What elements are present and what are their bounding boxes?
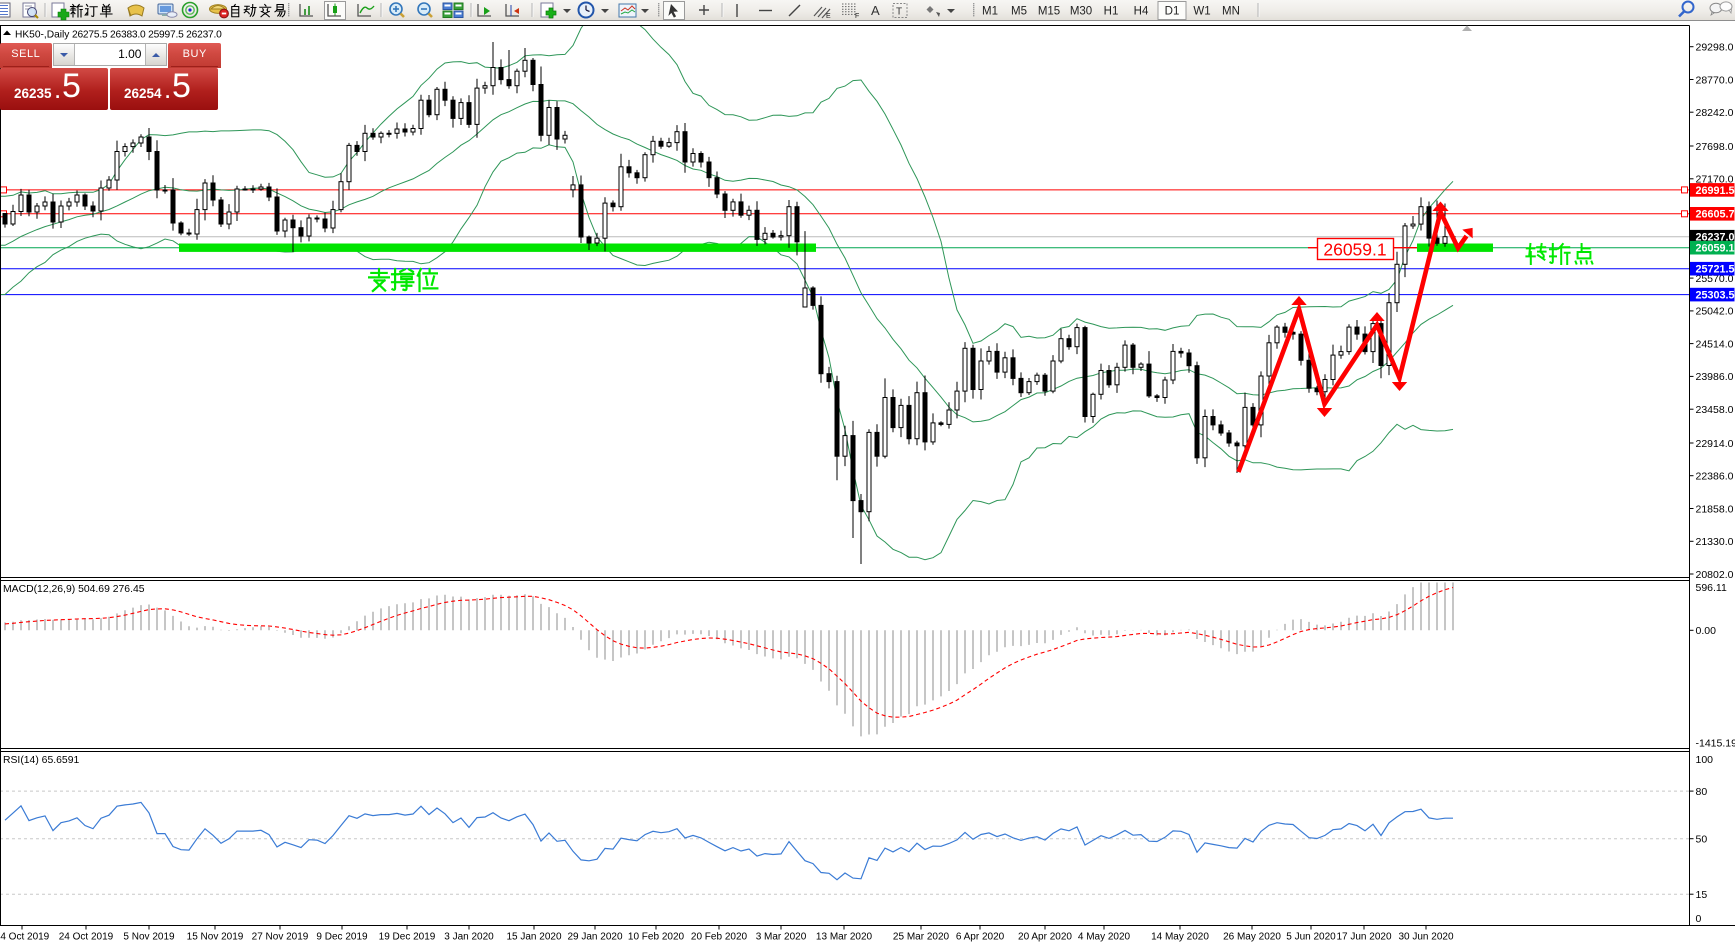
svg-text:W1: W1 <box>1193 6 1210 18</box>
svg-text:4 May 2020: 4 May 2020 <box>1078 932 1131 943</box>
svg-text:0.00: 0.00 <box>1696 625 1717 637</box>
svg-text:6 Apr 2020: 6 Apr 2020 <box>956 932 1005 943</box>
svg-text:25570.0: 25570.0 <box>1696 273 1734 285</box>
svg-text:20 Apr 2020: 20 Apr 2020 <box>1018 932 1072 943</box>
svg-text:RSI(14) 65.6591: RSI(14) 65.6591 <box>3 755 79 766</box>
svg-text:27698.0: 27698.0 <box>1696 141 1734 153</box>
svg-text:19 Dec 2019: 19 Dec 2019 <box>379 932 436 943</box>
svg-text:5 Nov 2019: 5 Nov 2019 <box>123 932 175 943</box>
svg-text:-1415.19: -1415.19 <box>1696 737 1735 749</box>
svg-text:22914.0: 22914.0 <box>1696 438 1734 450</box>
svg-text:26059.1: 26059.1 <box>1323 240 1386 260</box>
svg-text:T: T <box>896 7 902 18</box>
svg-text:10 Feb 2020: 10 Feb 2020 <box>628 932 685 943</box>
svg-text:25 Mar 2020: 25 Mar 2020 <box>893 932 950 943</box>
svg-text:H1: H1 <box>1104 6 1119 18</box>
svg-text:24 Oct 2019: 24 Oct 2019 <box>59 932 114 943</box>
svg-text:MN: MN <box>1222 6 1240 18</box>
svg-text:24514.0: 24514.0 <box>1696 338 1734 350</box>
svg-text:21330.0: 21330.0 <box>1696 536 1734 548</box>
svg-text:5 Jun 2020: 5 Jun 2020 <box>1286 932 1336 943</box>
svg-text:29 Jan 2020: 29 Jan 2020 <box>567 932 622 943</box>
svg-text:MACD(12,26,9) 504.69 276.45: MACD(12,26,9) 504.69 276.45 <box>3 584 145 595</box>
svg-text:100: 100 <box>1696 754 1714 766</box>
svg-text:14 May 2020: 14 May 2020 <box>1151 932 1209 943</box>
svg-text:23458.0: 23458.0 <box>1696 404 1734 416</box>
svg-text:21858.0: 21858.0 <box>1696 503 1734 515</box>
svg-text:13 Mar 2020: 13 Mar 2020 <box>816 932 873 943</box>
svg-text:15: 15 <box>1696 889 1708 901</box>
svg-text:M5: M5 <box>1011 6 1027 18</box>
svg-text:F: F <box>855 13 859 20</box>
svg-text:E: E <box>826 13 831 20</box>
svg-text:26059.1: 26059.1 <box>1696 243 1735 255</box>
svg-text:A: A <box>871 3 880 18</box>
svg-text:27 Nov 2019: 27 Nov 2019 <box>252 932 309 943</box>
svg-text:22386.0: 22386.0 <box>1696 471 1734 483</box>
svg-text:26275.5 26383.0 25997.5 26237.: 26275.5 26383.0 25997.5 26237.0 <box>72 29 222 40</box>
svg-text:29298.0: 29298.0 <box>1696 42 1734 54</box>
svg-text:25721.5: 25721.5 <box>1696 264 1735 276</box>
svg-text:50: 50 <box>1696 834 1708 846</box>
svg-text:15 Nov 2019: 15 Nov 2019 <box>187 932 244 943</box>
svg-text:28242.0: 28242.0 <box>1696 107 1734 119</box>
svg-text:17 Jun 2020: 17 Jun 2020 <box>1336 932 1391 943</box>
svg-text:26605.7: 26605.7 <box>1696 209 1735 221</box>
svg-text:20 Feb 2020: 20 Feb 2020 <box>691 932 748 943</box>
svg-text:80: 80 <box>1696 786 1708 798</box>
svg-text:14 Oct 2019: 14 Oct 2019 <box>0 932 50 943</box>
svg-text:28770.0: 28770.0 <box>1696 74 1734 86</box>
svg-text:9 Dec 2019: 9 Dec 2019 <box>316 932 368 943</box>
svg-text:26237.0: 26237.0 <box>1696 232 1735 244</box>
svg-text:3 Jan 2020: 3 Jan 2020 <box>444 932 494 943</box>
svg-text:596.11: 596.11 <box>1696 582 1727 594</box>
svg-text:M30: M30 <box>1070 6 1092 18</box>
svg-text:0: 0 <box>1696 913 1702 925</box>
svg-text:23986.0: 23986.0 <box>1696 371 1734 383</box>
svg-text:25303.5: 25303.5 <box>1696 290 1735 302</box>
svg-text:15 Jan 2020: 15 Jan 2020 <box>506 932 561 943</box>
svg-text:M15: M15 <box>1038 6 1060 18</box>
svg-text:27170.0: 27170.0 <box>1696 174 1734 186</box>
svg-text:25042.0: 25042.0 <box>1696 306 1734 318</box>
svg-text:26991.5: 26991.5 <box>1696 185 1735 197</box>
svg-text:20802.0: 20802.0 <box>1696 569 1734 581</box>
svg-text:HK50-,Daily: HK50-,Daily <box>15 29 70 40</box>
svg-text:D1: D1 <box>1165 6 1180 18</box>
svg-text:H4: H4 <box>1134 6 1149 18</box>
svg-text:3 Mar 2020: 3 Mar 2020 <box>756 932 807 943</box>
svg-text:M1: M1 <box>982 6 998 18</box>
svg-text:26 May 2020: 26 May 2020 <box>1223 932 1281 943</box>
svg-text:30 Jun 2020: 30 Jun 2020 <box>1398 932 1453 943</box>
